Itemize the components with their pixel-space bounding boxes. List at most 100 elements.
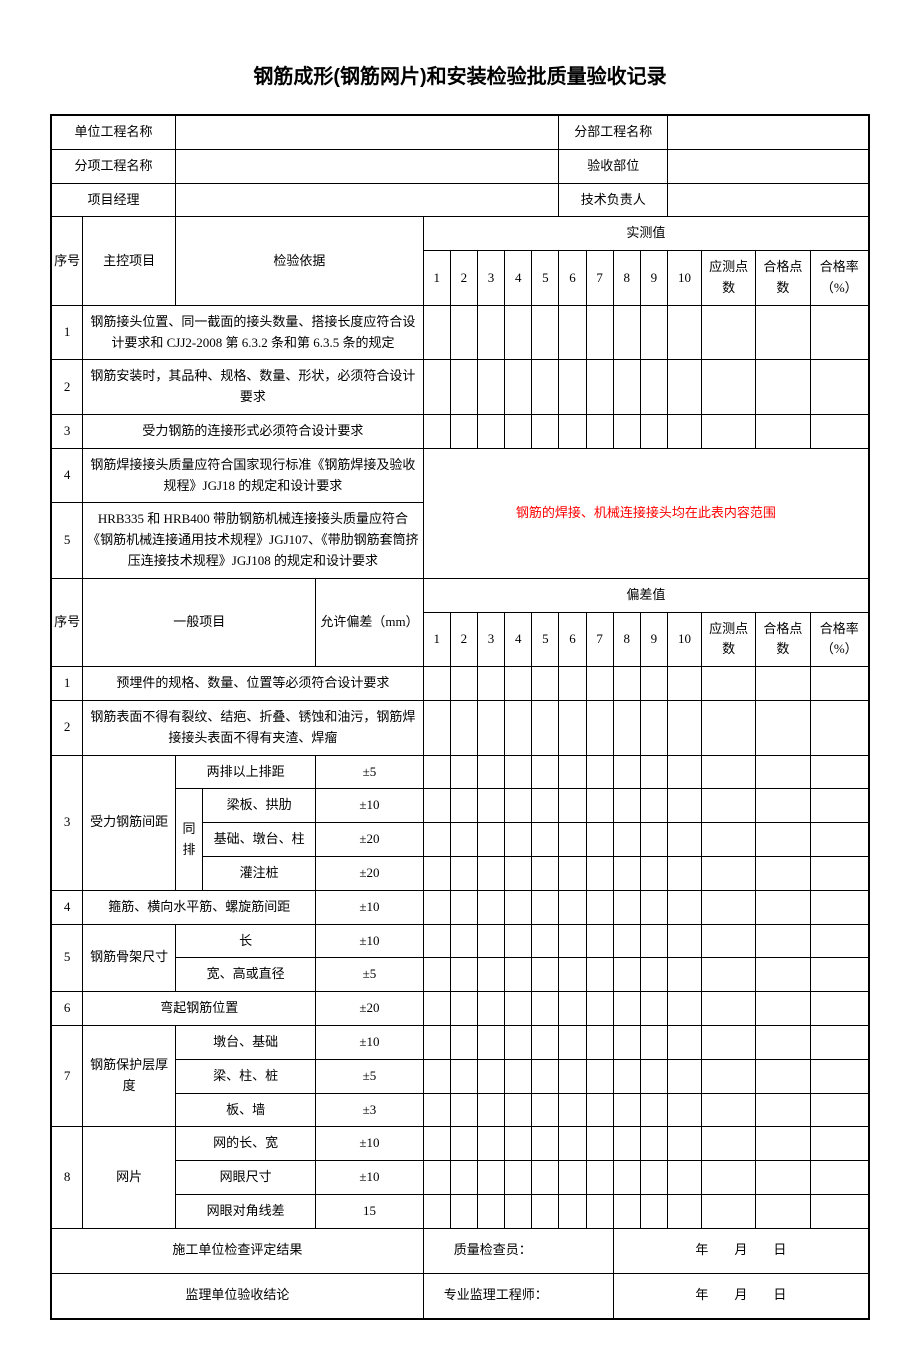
basis-header: 检验依据 xyxy=(175,217,423,305)
gen-7a: 墩台、基础 xyxy=(175,1025,315,1059)
col-6: 6 xyxy=(559,251,586,306)
col-9: 9 xyxy=(640,251,667,306)
col-5: 5 xyxy=(532,251,559,306)
ctrl-header: 主控项目 xyxy=(83,217,176,305)
gen-5b: 宽、高或直径 xyxy=(175,958,315,992)
main-item-5: HRB335 和 HRB400 带肋钢筋机械连接接头质量应符合《钢筋机械连接通用… xyxy=(83,503,424,578)
gen-3c: 基础、墩台、柱 xyxy=(203,823,316,857)
gen-row-6: 6 弯起钢筋位置 ±20 xyxy=(51,992,869,1026)
gen-4-v: ±10 xyxy=(316,890,423,924)
eng-label: 专业监理工程师： xyxy=(423,1273,613,1319)
gen-7b: 梁、柱、桩 xyxy=(175,1059,315,1093)
gen-row-4: 4 箍筋、横向水平筋、螺旋筋间距 ±10 xyxy=(51,890,869,924)
gen-header-1: 序号 一般项目 允许偏差（mm） 偏差值 xyxy=(51,578,869,612)
gen-dev-header: 偏差值 xyxy=(423,578,869,612)
gen-5b-v: ±5 xyxy=(316,958,423,992)
main-item-2: 钢筋安装时，其品种、规格、数量、形状，必须符合设计要求 xyxy=(83,360,424,415)
gen-7-label: 钢筋保护层厚度 xyxy=(83,1025,176,1126)
date-1: 年 月 日 xyxy=(613,1228,869,1273)
gen-row-5a: 5 钢筋骨架尺寸 长 ±10 xyxy=(51,924,869,958)
main-item-1: 钢筋接头位置、同一截面的接头数量、搭接长度应符合设计要求和 CJJ2-2008 … xyxy=(83,305,424,360)
gen-3c-v: ±20 xyxy=(316,823,423,857)
gen-7b-v: ±5 xyxy=(316,1059,423,1093)
unit-label: 单位工程名称 xyxy=(51,115,175,149)
gen-6: 弯起钢筋位置 xyxy=(83,992,316,1026)
seq-3: 3 xyxy=(51,414,83,448)
gen-item-1: 预埋件的规格、数量、位置等必须符合设计要求 xyxy=(83,667,424,701)
seq-4: 4 xyxy=(51,448,83,503)
section-value xyxy=(667,115,869,149)
gen-7c-v: ±3 xyxy=(316,1093,423,1127)
main-row-3: 3 受力钢筋的连接形式必须符合设计要求 xyxy=(51,414,869,448)
gen-3a: 两排以上排距 xyxy=(175,755,315,789)
gen-5a-v: ±10 xyxy=(316,924,423,958)
gen-8a-v: ±10 xyxy=(316,1127,423,1161)
gen-row-2: 2 钢筋表面不得有裂纹、结疤、折叠、锈蚀和油污，钢筋焊接接头表面不得有夹渣、焊瘤 xyxy=(51,700,869,755)
gen-8-label: 网片 xyxy=(83,1127,176,1228)
rate-header: 合格率（%） xyxy=(810,251,869,306)
tech-value xyxy=(667,183,869,217)
gen-7a-v: ±10 xyxy=(316,1025,423,1059)
col-10: 10 xyxy=(667,251,701,306)
col-1: 1 xyxy=(423,251,450,306)
gen-row-8a: 8 网片 网的长、宽 ±10 xyxy=(51,1127,869,1161)
gen-row-3a: 3 受力钢筋间距 两排以上排距 ±5 xyxy=(51,755,869,789)
section-label: 分部工程名称 xyxy=(559,115,668,149)
gen-row-7a: 7 钢筋保护层厚度 墩台、基础 ±10 xyxy=(51,1025,869,1059)
gen-5-label: 钢筋骨架尺寸 xyxy=(83,924,176,992)
date-2: 年 月 日 xyxy=(613,1273,869,1319)
gen-3d-v: ±20 xyxy=(316,856,423,890)
col-3: 3 xyxy=(477,251,504,306)
gen-label: 一般项目 xyxy=(83,578,316,666)
main-row-4: 4 钢筋焊接接头质量应符合国家现行标准《钢筋焊接及验收规程》JGJ18 的规定和… xyxy=(51,448,869,503)
seq-2: 2 xyxy=(51,360,83,415)
col-2: 2 xyxy=(450,251,477,306)
seq-5: 5 xyxy=(51,503,83,578)
main-item-4: 钢筋焊接接头质量应符合国家现行标准《钢筋焊接及验收规程》JGJ18 的规定和设计… xyxy=(83,448,424,503)
seq-header: 序号 xyxy=(51,217,83,305)
header-row-1: 单位工程名称 分部工程名称 xyxy=(51,115,869,149)
footer-row-1: 施工单位检查评定结果 质量检查员： 年 月 日 xyxy=(51,1228,869,1273)
page-title: 钢筋成形(钢筋网片)和安装检验批质量验收记录 xyxy=(50,60,870,89)
gen-item-2: 钢筋表面不得有裂纹、结疤、折叠、锈蚀和油污，钢筋焊接接头表面不得有夹渣、焊瘤 xyxy=(83,700,424,755)
qc-label: 质量检查员： xyxy=(423,1228,613,1273)
should-header: 应测点数 xyxy=(701,251,755,306)
unit-value xyxy=(175,115,558,149)
header-row-2: 分项工程名称 验收部位 xyxy=(51,149,869,183)
gen-3d: 灌注桩 xyxy=(203,856,316,890)
measured-header: 实测值 xyxy=(423,217,869,251)
gen-3-label: 受力钢筋间距 xyxy=(83,755,176,890)
gen-8b-v: ±10 xyxy=(316,1161,423,1195)
tech-label: 技术负责人 xyxy=(559,183,668,217)
part-value xyxy=(667,149,869,183)
header-row-3: 项目经理 技术负责人 xyxy=(51,183,869,217)
gen-3b: 梁板、拱肋 xyxy=(203,789,316,823)
supervise-label: 监理单位验收结论 xyxy=(51,1273,423,1319)
gen-8c-v: 15 xyxy=(316,1194,423,1228)
footer-row-2: 监理单位验收结论 专业监理工程师： 年 月 日 xyxy=(51,1273,869,1319)
construct-label: 施工单位检查评定结果 xyxy=(51,1228,423,1273)
pm-value xyxy=(175,183,558,217)
gen-8c: 网眼对角线差 xyxy=(175,1194,315,1228)
main-row-1: 1 钢筋接头位置、同一截面的接头数量、搭接长度应符合设计要求和 CJJ2-200… xyxy=(51,305,869,360)
gen-dev-label: 允许偏差（mm） xyxy=(316,578,423,666)
main-note: 钢筋的焊接、机械连接接头均在此表内容范围 xyxy=(423,448,869,578)
col-4: 4 xyxy=(505,251,532,306)
main-item-3: 受力钢筋的连接形式必须符合设计要求 xyxy=(83,414,424,448)
seq-1: 1 xyxy=(51,305,83,360)
gen-3b-v: ±10 xyxy=(316,789,423,823)
gen-4: 箍筋、横向水平筋、螺旋筋间距 xyxy=(83,890,316,924)
gen-8b: 网眼尺寸 xyxy=(175,1161,315,1195)
sub-label: 分项工程名称 xyxy=(51,149,175,183)
sub-value xyxy=(175,149,558,183)
main-header-1: 序号 主控项目 检验依据 实测值 xyxy=(51,217,869,251)
gen-6-v: ±20 xyxy=(316,992,423,1026)
col-7: 7 xyxy=(586,251,613,306)
gen-5a: 长 xyxy=(175,924,315,958)
inspection-table: 单位工程名称 分部工程名称 分项工程名称 验收部位 项目经理 技术负责人 序号 … xyxy=(50,114,870,1320)
gen-row-1: 1 预埋件的规格、数量、位置等必须符合设计要求 xyxy=(51,667,869,701)
gen-8a: 网的长、宽 xyxy=(175,1127,315,1161)
pass-header: 合格点数 xyxy=(756,251,810,306)
col-8: 8 xyxy=(613,251,640,306)
main-row-2: 2 钢筋安装时，其品种、规格、数量、形状，必须符合设计要求 xyxy=(51,360,869,415)
